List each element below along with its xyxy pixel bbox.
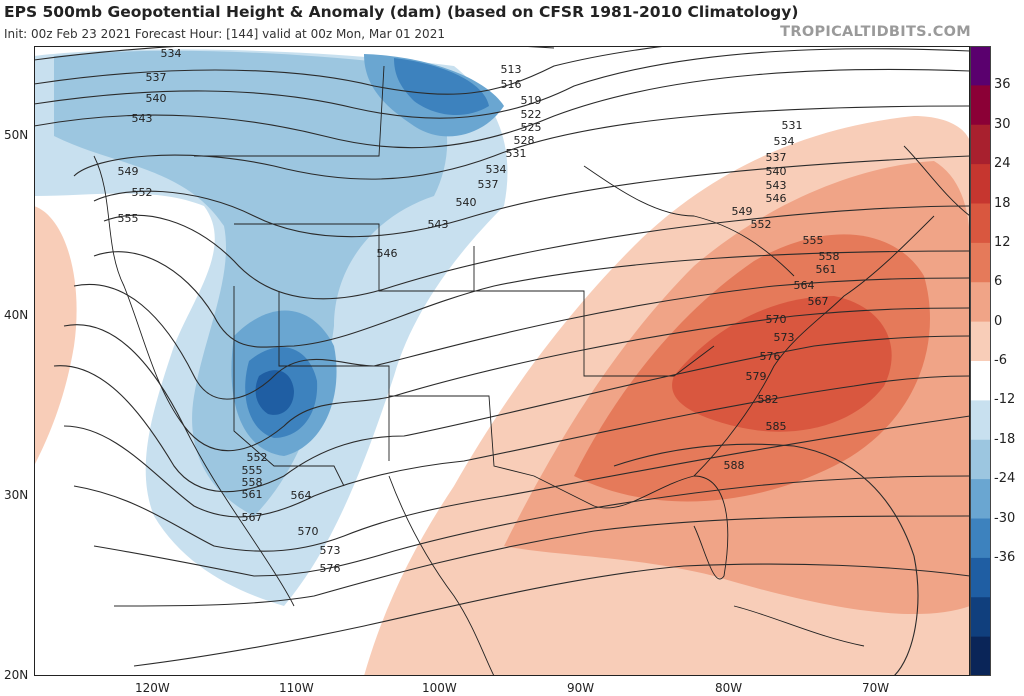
colorbar-swatch [970, 636, 991, 676]
contour-label: 570 [298, 525, 319, 538]
contour-label: 573 [774, 331, 795, 344]
contour-label: 552 [247, 451, 268, 464]
contour-label: 546 [766, 192, 787, 205]
colorbar-swatch [970, 518, 991, 559]
colorbar-tick-label: 12 [994, 234, 1011, 250]
contour-label: 561 [242, 488, 263, 501]
colorbar-tick-label: -24 [994, 471, 1016, 487]
contour-label: 540 [456, 196, 477, 209]
lat-label: 20N [4, 668, 29, 682]
colorbar-swatch [970, 361, 991, 401]
contour-label: 537 [766, 151, 787, 164]
contour-label: 534 [486, 163, 507, 176]
colorbar-tick-label: -18 [994, 431, 1016, 447]
height-contours [34, 46, 970, 676]
lat-label: 50N [4, 128, 29, 142]
contour-label: 558 [242, 476, 263, 489]
colorbar-tick-label: -6 [994, 353, 1007, 368]
colorbar-swatch [970, 242, 991, 283]
contour-label: 552 [132, 186, 153, 199]
contour-label: 582 [758, 393, 779, 406]
contour-label: 555 [242, 464, 263, 477]
colorbar-tick-label: 24 [994, 156, 1011, 172]
colorbar-swatch [970, 321, 991, 362]
contour-label: 537 [478, 178, 499, 191]
contour-labels: 534 537 540 543 549 552 555 513 516 519 … [118, 47, 840, 575]
contour-label: 567 [242, 511, 263, 524]
colorbar-swatch [970, 282, 991, 323]
colorbar-tick-label: 36 [994, 77, 1011, 93]
lon-label: 120W [135, 681, 170, 695]
contour-label: 585 [766, 420, 787, 433]
map-canvas: 534 537 540 543 549 552 555 513 516 519 … [34, 46, 970, 676]
contour-label: 519 [521, 94, 542, 107]
contour-label: 522 [521, 108, 542, 121]
colorbar-tick-label: -36 [994, 549, 1016, 565]
colorbar-swatch [970, 479, 991, 520]
contour-label: 576 [760, 350, 781, 363]
contour-label: 537 [146, 71, 167, 84]
colorbar-tick-label: 18 [994, 195, 1011, 211]
colorbar-tick-label: -30 [994, 510, 1016, 526]
contour-label: 567 [808, 295, 829, 308]
contour-label: 543 [766, 179, 787, 192]
lon-label: 80W [715, 681, 743, 695]
contour-label: 555 [118, 212, 139, 225]
contour-label: 549 [732, 205, 753, 218]
colorbar-swatch [970, 597, 991, 638]
colorbar-swatch [970, 439, 991, 480]
colorbar-swatch [970, 164, 991, 205]
contour-label: 558 [819, 250, 840, 263]
contour-label: 561 [816, 263, 837, 276]
colorbar-swatch [970, 557, 991, 598]
lat-label: 40N [4, 308, 29, 322]
contour-label: 540 [766, 165, 787, 178]
contour-label: 546 [377, 247, 398, 260]
lon-label: 70W [862, 681, 890, 695]
contour-label: 555 [803, 234, 824, 247]
colorbar-tick-label: 30 [994, 116, 1011, 132]
anomaly-colorbar [970, 46, 991, 676]
lon-label: 90W [567, 681, 595, 695]
map-subtitle: Init: 00z Feb 23 2021 Forecast Hour: [14… [4, 27, 445, 41]
contour-label: 531 [506, 147, 527, 160]
contour-label: 513 [501, 63, 522, 76]
contour-label: 525 [521, 121, 542, 134]
colorbar-swatch [970, 203, 991, 244]
contour-label: 516 [501, 78, 522, 91]
anomaly-shading [34, 49, 970, 676]
contour-label: 543 [428, 218, 449, 231]
geographic-boundaries [93, 65, 970, 676]
colorbar-swatch [970, 46, 991, 86]
contour-label: 579 [746, 370, 767, 383]
map-frame [34, 46, 970, 676]
colorbar-swatch [970, 85, 991, 126]
colorbar-swatch [970, 400, 991, 441]
contour-label: 564 [291, 489, 312, 502]
lat-label: 30N [4, 488, 29, 502]
brand-watermark: TROPICALTIDBITS.COM [780, 24, 971, 40]
contour-label: 528 [514, 134, 535, 147]
contour-label: 573 [320, 544, 341, 557]
colorbar-tick-label: 0 [994, 313, 1003, 329]
contour-label: 552 [751, 218, 772, 231]
lon-label: 110W [279, 681, 314, 695]
lon-label: 100W [422, 681, 457, 695]
contour-label: 531 [782, 119, 803, 132]
colorbar-tick-label: -12 [994, 392, 1016, 408]
map-title: EPS 500mb Geopotential Height & Anomaly … [4, 3, 799, 21]
contour-label: 534 [774, 135, 795, 148]
colorbar-tick-label: 6 [994, 274, 1003, 290]
contour-label: 540 [146, 92, 167, 105]
contour-label: 543 [132, 112, 153, 125]
contour-label: 588 [724, 459, 745, 472]
contour-label: 549 [118, 165, 139, 178]
contour-label: 534 [161, 47, 182, 60]
contour-label: 564 [794, 279, 815, 292]
colorbar-swatch [970, 124, 991, 165]
contour-label: 576 [320, 562, 341, 575]
contour-label: 570 [766, 313, 787, 326]
